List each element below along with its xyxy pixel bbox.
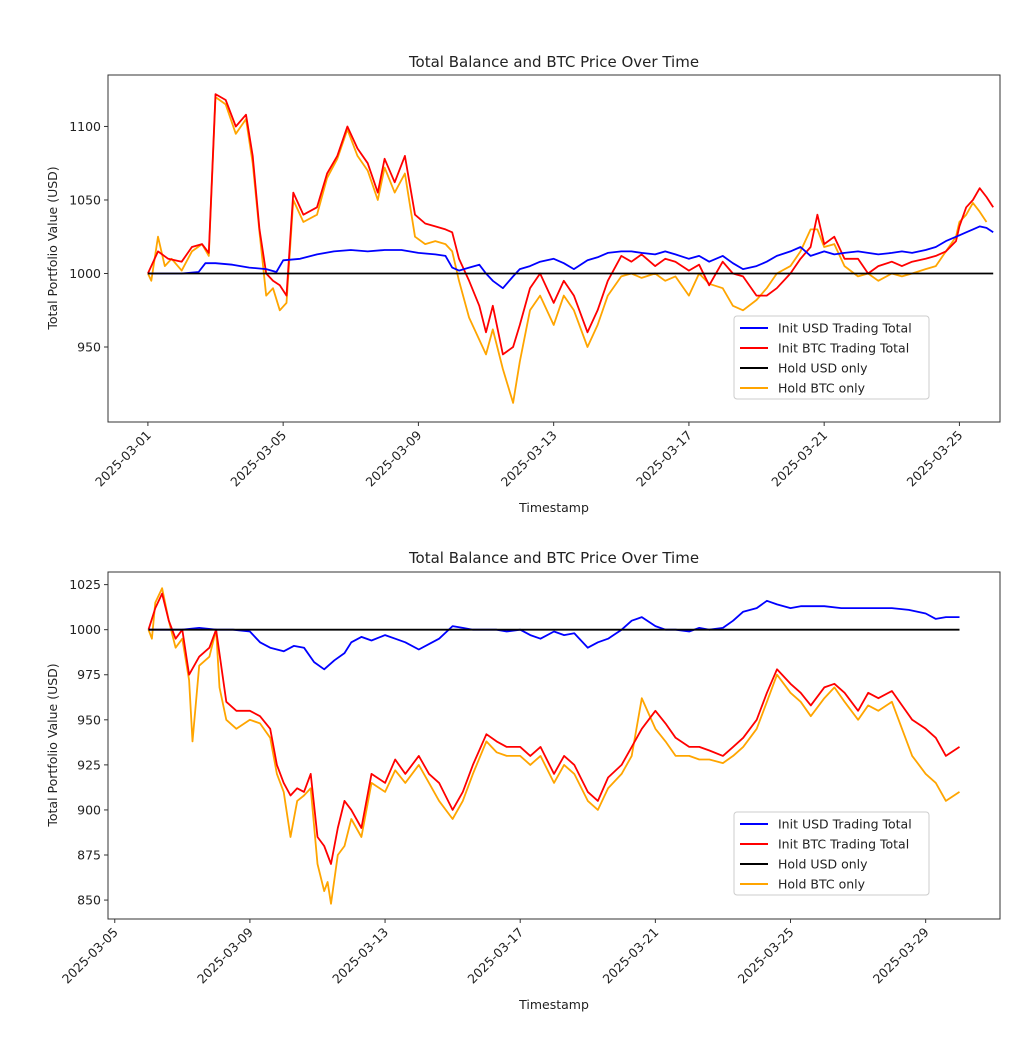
legend-box	[733, 811, 930, 896]
y-tick-label: 1025	[69, 577, 101, 592]
legend-label: Hold BTC only	[778, 381, 866, 396]
x-tick-label: 2025-03-21	[768, 428, 830, 490]
y-tick-label: 950	[77, 340, 101, 355]
chart-title: Total Balance and BTC Price Over Time	[408, 549, 699, 567]
x-axis: 2025-03-05 2025-03-09 2025-03-13 2025-03-17…	[59, 919, 932, 986]
x-tick-label: 2025-03-29	[870, 924, 932, 986]
x-tick-label: 2025-03-05	[227, 428, 289, 490]
y-axis: 950 1000 1050 1100	[69, 119, 108, 355]
y-tick-label: 975	[77, 667, 101, 682]
y-tick-label: 1100	[69, 119, 101, 134]
y-tick-label: 1000	[69, 622, 101, 637]
chart-top: Total Balance and BTC Price Over Time 95…	[45, 53, 1001, 515]
y-tick-label: 900	[77, 802, 101, 817]
y-tick-label: 1000	[69, 266, 101, 281]
x-axis-label: Timestamp	[518, 997, 589, 1012]
x-tick-label: 2025-03-13	[329, 925, 391, 987]
series-line-hold-btc-only	[147, 587, 960, 905]
legend: Init USD Trading Total Init BTC Trading T…	[733, 811, 930, 896]
y-tick-label: 1050	[69, 192, 101, 207]
y-tick-label: 850	[77, 893, 101, 908]
y-tick-label: 875	[77, 848, 101, 863]
legend-label: Init BTC Trading Total	[778, 341, 909, 356]
x-tick-label: 2025-03-01	[92, 428, 154, 490]
x-tick-label: 2025-03-17	[464, 925, 526, 987]
legend-label: Hold BTC only	[778, 877, 866, 892]
x-tick-label: 2025-03-09	[194, 924, 256, 986]
x-tick-label: 2025-03-09	[363, 427, 425, 489]
chart-title: Total Balance and BTC Price Over Time	[408, 53, 699, 71]
legend-label: Init USD Trading Total	[778, 817, 912, 832]
series-layer	[147, 587, 960, 905]
y-axis: 850 875 900 925 950 975 1000 1025	[69, 577, 108, 908]
legend: Init USD Trading Total Init BTC Trading T…	[733, 315, 930, 400]
series-layer	[147, 93, 994, 404]
x-tick-label: 2025-03-21	[600, 925, 662, 987]
x-axis: 2025-03-01 2025-03-05 2025-03-09 2025-03-13…	[92, 422, 966, 489]
y-tick-label: 950	[77, 712, 101, 727]
series-line-init-btc-trading-total	[147, 592, 960, 865]
legend-label: Hold USD only	[778, 857, 868, 872]
x-tick-label: 2025-03-13	[498, 428, 560, 490]
y-axis-label: Total Portfolio Value (USD)	[45, 663, 60, 827]
y-axis-label: Total Portfolio Value (USD)	[45, 166, 60, 330]
chart-bottom: Total Balance and BTC Price Over Time 85…	[45, 549, 1001, 1012]
series-line-init-usd-trading-total	[147, 225, 994, 290]
x-tick-label: 2025-03-25	[904, 428, 966, 490]
x-tick-label: 2025-03-25	[735, 925, 797, 987]
legend-label: Hold USD only	[778, 361, 868, 376]
legend-label: Init BTC Trading Total	[778, 837, 909, 852]
series-line-init-btc-trading-total	[147, 93, 994, 356]
y-tick-label: 925	[77, 757, 101, 772]
plot-frame	[107, 571, 1001, 920]
x-tick-label: 2025-03-05	[59, 925, 121, 987]
legend-label: Init USD Trading Total	[778, 321, 912, 336]
x-axis-label: Timestamp	[518, 500, 589, 515]
x-tick-label: 2025-03-17	[633, 428, 695, 490]
series-line-init-usd-trading-total	[148, 599, 960, 671]
series-line-hold-btc-only	[147, 96, 988, 404]
legend-box	[733, 315, 930, 400]
